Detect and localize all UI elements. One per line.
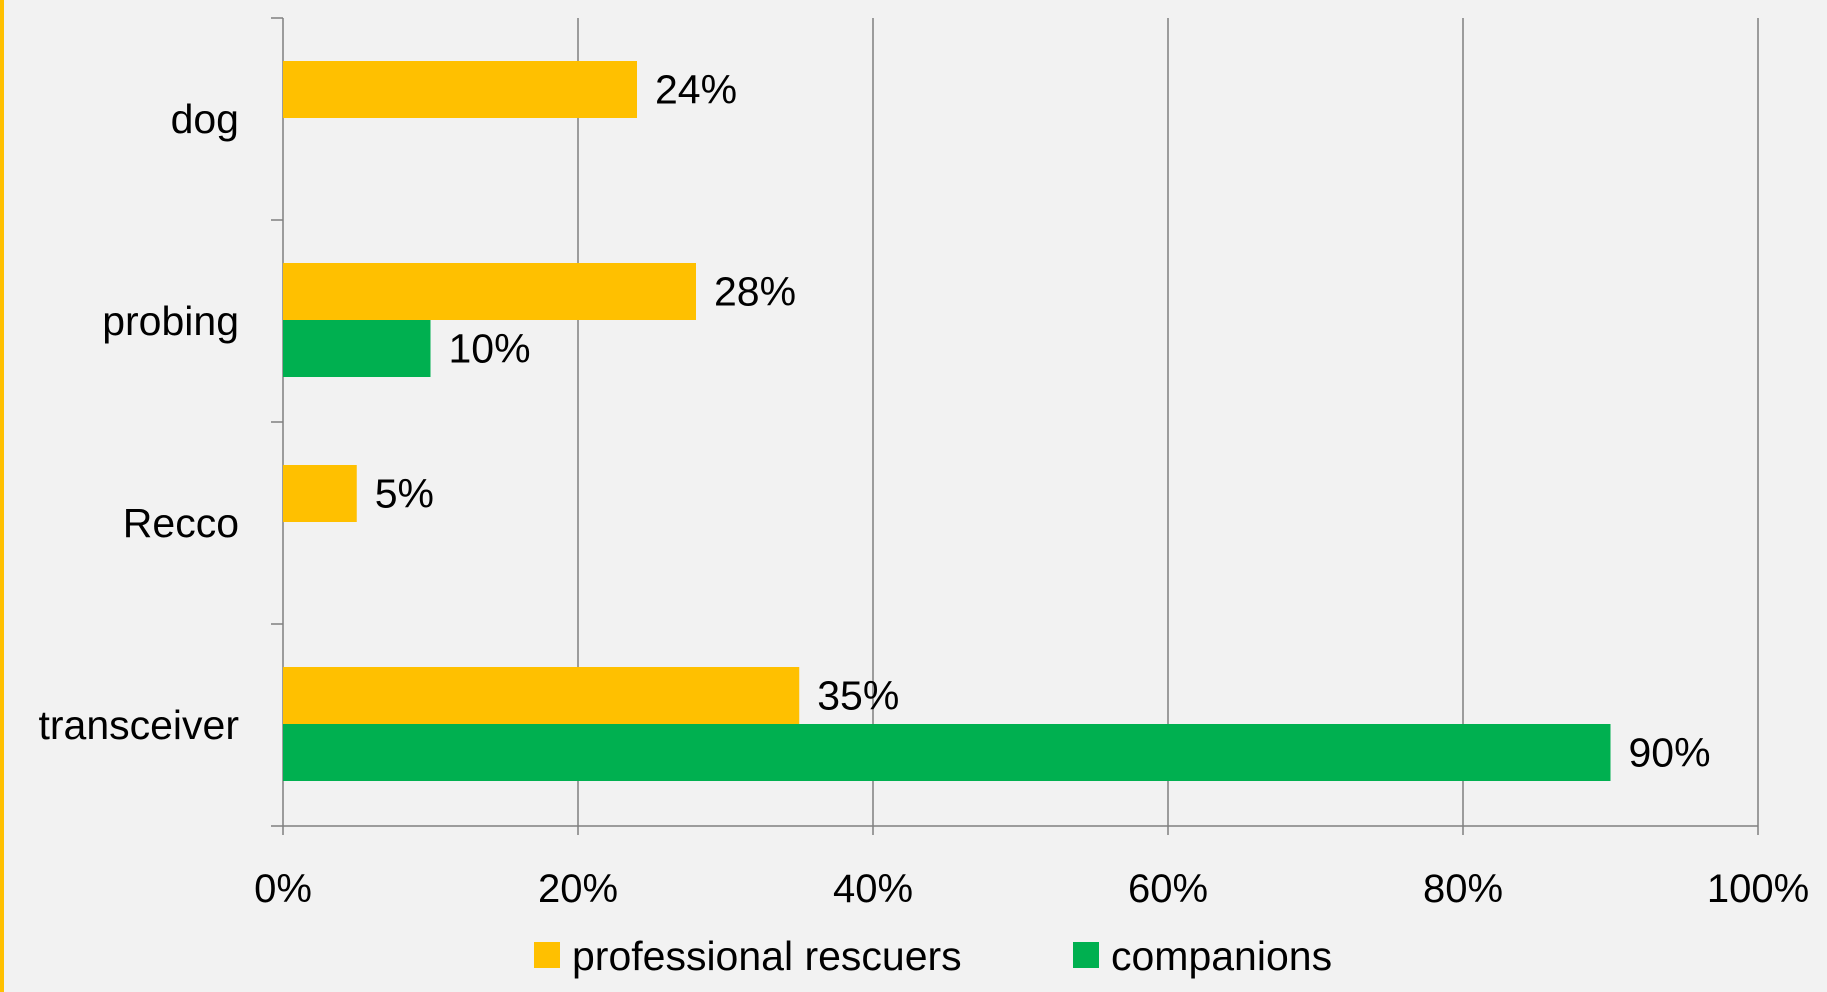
bar-companions [283,724,1611,781]
category-label: dog [171,96,239,142]
bar-chart: dog 24% probing 28% 10% Recco 5% transceiver 35%… [38,17,1809,979]
data-label: 28% [714,269,796,315]
data-label: 24% [655,67,737,113]
bar-professional-rescuers [283,263,696,320]
bar-professional-rescuers [283,61,637,118]
bar-professional-rescuers [283,667,800,724]
x-tick-label: 40% [833,867,913,911]
x-tick-label: 60% [1128,867,1208,911]
data-label: 35% [817,673,899,719]
x-tick-label: 100% [1707,867,1809,911]
category-label: Recco [123,500,239,546]
bar-companions [283,320,431,377]
category-label: transceiver [38,702,239,748]
legend-swatch [534,942,560,968]
data-label: 10% [449,326,531,372]
data-label: 5% [375,471,434,517]
x-tick-label: 80% [1423,867,1503,911]
legend-label: professional rescuers [572,933,962,979]
data-label: 90% [1629,730,1711,776]
legend-label: companions [1111,933,1332,979]
x-tick-label: 0% [254,867,312,911]
legend-swatch [1073,942,1099,968]
bar-professional-rescuers [283,465,357,522]
category-label: probing [102,298,239,344]
x-tick-label: 20% [538,867,618,911]
